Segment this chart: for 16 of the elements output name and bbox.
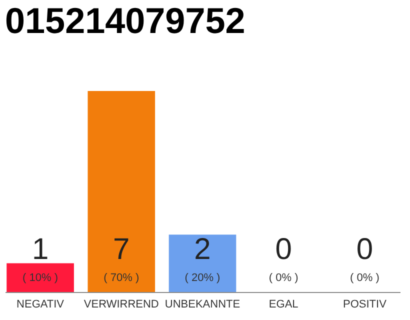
data-label: 0: [275, 233, 292, 266]
x-tick-label: NEGATIV: [16, 298, 65, 310]
data-label: 0: [356, 233, 374, 266]
x-tick-label: VERWIRREND: [84, 298, 159, 310]
chart-title: 015214079752: [5, 0, 246, 41]
data-label: 7: [113, 233, 130, 266]
x-tick-label: UNBEKANNTE: [164, 298, 240, 310]
annotation: ( 70% ): [104, 272, 140, 284]
data-label: 1: [32, 233, 49, 266]
annotation: ( 0% ): [350, 272, 380, 284]
x-tick-label: EGAL: [268, 298, 298, 310]
annotation: ( 10% ): [22, 272, 58, 284]
annotation: ( 20% ): [184, 272, 220, 284]
annotation: ( 0% ): [268, 272, 298, 284]
x-tick-label: POSITIV: [343, 298, 388, 310]
data-label: 2: [194, 233, 211, 266]
